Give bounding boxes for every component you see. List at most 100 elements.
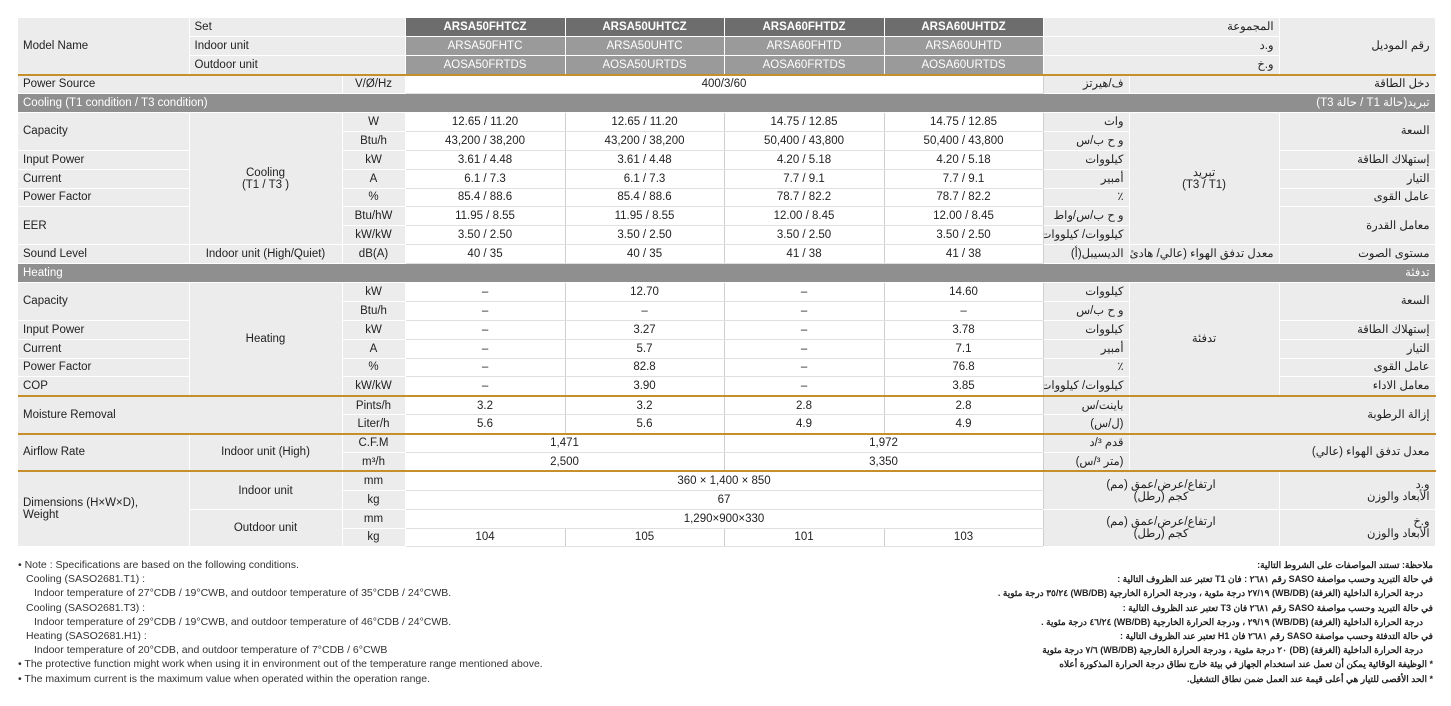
model-name-label: Model Name: [18, 18, 190, 76]
unit-btuh: Btu/h: [342, 301, 406, 321]
unit-w-ar: وات: [1043, 112, 1130, 132]
dim-outdoor-label: Outdoor unit: [189, 509, 343, 548]
cell: –: [724, 376, 885, 397]
cell: 14.75 / 12.85: [724, 112, 885, 132]
cooling-section-label-ar: تبريد(حالة T1 / حالة T3): [1316, 97, 1430, 109]
heating-power-factor-row: Power Factor % – 82.8 – 76.8 ٪ عامل القو…: [18, 358, 1436, 378]
heating-current-label: Current: [18, 339, 190, 359]
dim-indoor-kg-row: kg 67: [18, 490, 1435, 510]
dim-size-ar: ارتفاع/عرض/عمق (مم): [1106, 478, 1216, 491]
cell: 43,200 / 38,200: [565, 131, 725, 151]
note-line: Heating (SASO2681.H1) :: [26, 630, 147, 643]
cell: 3.27: [565, 320, 725, 340]
cell: 40 / 35: [565, 244, 725, 265]
outdoor-label-ar: و.خ: [1043, 55, 1280, 76]
cooling-power-factor-row: Power Factor % 85.4 / 88.6 85.4 / 88.6 7…: [18, 188, 1436, 208]
cell: 40 / 35: [405, 244, 566, 265]
cooling-input-power-label-ar: إستهلاك الطاقة: [1279, 150, 1436, 170]
sound-sub-label: Indoor unit (High/Quiet): [189, 244, 343, 265]
unit-mm: mm: [342, 509, 406, 529]
cooling-capacity-label-ar: السعة: [1279, 112, 1436, 151]
unit-kwkw: kW/kW: [342, 376, 406, 397]
moisture-pints-row: Moisture Removal Pints/h 3.2 3.2 2.8 2.8…: [18, 394, 1436, 435]
power-unit: V/Ø/Hz: [342, 73, 406, 95]
outdoor-model-4: AOSA60URTDS: [884, 55, 1044, 76]
sound-level-label: Sound Level: [18, 244, 190, 265]
cooling-capacity-label: Capacity: [18, 112, 190, 151]
unit-kw: kW: [342, 282, 406, 302]
heating-power-factor-label-ar: عامل القوى: [1279, 358, 1436, 378]
unit-kw-ar: كيلووات: [1043, 320, 1130, 340]
cooling-current-label-ar: التيار: [1279, 169, 1436, 189]
moisture-label: Moisture Removal: [18, 394, 343, 435]
unit-btuh-ar: و ح ب/س: [1043, 131, 1130, 151]
cell: 1,471: [405, 432, 725, 453]
sound-sub-label-ar: معدل تدفق الهواء (عالي/ هادئ): [1129, 244, 1280, 265]
cell: 3.61 / 4.48: [565, 150, 725, 170]
outdoor-unit-label: Outdoor unit: [189, 55, 406, 76]
notes-english: • Note : Specifications are based on the…: [18, 558, 543, 686]
cell: –: [405, 301, 566, 321]
cell: 12.65 / 11.20: [565, 112, 725, 132]
note-line-ar: في حالة التدفئة وحسب مواصفة SASO رقم ٢٦٨…: [1120, 631, 1433, 642]
airflow-label: Airflow Rate: [18, 432, 190, 472]
heating-group-label: Heating: [189, 282, 343, 397]
cell: 12.65 / 11.20: [405, 112, 566, 132]
eer-label: EER: [18, 206, 190, 246]
cell: 4.20 / 5.18: [884, 150, 1044, 170]
cell: 78.7 / 82.2: [884, 188, 1044, 208]
unit-btuh-ar: و ح ب/س: [1043, 301, 1130, 321]
cell: –: [405, 282, 566, 302]
cell: 101: [724, 528, 885, 548]
note-line-ar: ملاحظة: تستند المواصفات على الشروط التال…: [1257, 560, 1433, 570]
power-source-label-ar: دخل الطاقة: [1129, 73, 1436, 95]
heating-current-label-ar: التيار: [1279, 339, 1436, 359]
cell: –: [405, 358, 566, 378]
power-value: 400/3/60: [405, 73, 1044, 95]
unit-kw-ar: كيلووات: [1043, 150, 1130, 170]
dim-size-weight-ar-outdoor: ارتفاع/عرض/عمق (مم) كجم (رطل): [1043, 509, 1280, 548]
cooling-capacity-btu-row: Btu/h 43,200 / 38,200 43,200 / 38,200 50…: [18, 131, 1435, 151]
unit-cfm: C.F.M: [342, 432, 406, 453]
unit-liter-ar: (ل/س): [1043, 414, 1130, 435]
cell: 5.6: [405, 414, 566, 435]
cell: 14.75 / 12.85: [884, 112, 1044, 132]
cell: 43,200 / 38,200: [405, 131, 566, 151]
note-line-ar: في حالة التبريد وحسب مواصفة SASO رقم ٢٦٨…: [1122, 602, 1433, 613]
unit-pints-ar: باينت/س: [1043, 394, 1130, 416]
note-line: • Note : Specifications are based on the…: [18, 559, 299, 571]
cell: –: [724, 282, 885, 302]
note-line-ar: * الوظيفة الوقائية يمكن أن تعمل عند استخ…: [1059, 659, 1433, 670]
cell: –: [724, 358, 885, 378]
indoor-model-1: ARSA50FHTC: [405, 36, 566, 57]
dim-outdoor-ar-line2: الأبعاد والوزن: [1367, 528, 1430, 541]
unit-kg: kg: [342, 490, 406, 510]
unit-a: A: [342, 339, 406, 359]
cooling-group-line1: Cooling: [246, 166, 285, 179]
outdoor-model-3: AOSA60FRTDS: [724, 55, 885, 76]
unit-w: W: [342, 112, 406, 132]
unit-dba-ar: الديسيبل(أ): [1043, 244, 1130, 265]
cooling-eer-kw-row: kW/kW 3.50 / 2.50 3.50 / 2.50 3.50 / 2.5…: [18, 225, 1435, 246]
cell: 3.50 / 2.50: [565, 225, 725, 246]
dim-outdoor-mm-row: Outdoor unit mm 1,290×900×330 ارتفاع/عرض…: [18, 509, 1436, 548]
cell: 2,500: [405, 452, 725, 472]
power-source-label: Power Source: [18, 73, 343, 95]
unit-cfm-ar: قدم ³/د: [1043, 432, 1130, 453]
cell: 78.7 / 82.2: [724, 188, 885, 208]
unit-kwkw: kW/kW: [342, 225, 406, 246]
cell: 4.20 / 5.18: [724, 150, 885, 170]
heating-capacity-label-ar: السعة: [1279, 282, 1436, 321]
cooling-section-label: Cooling (T1 condition / T3 condition): [23, 97, 208, 109]
cell: 3.50 / 2.50: [405, 225, 566, 246]
model-outdoor-row: Outdoor unit AOSA50FRTDS AOSA50URTDS AOS…: [18, 55, 1435, 76]
dimensions-label: Dimensions (H×W×D), Weight: [18, 470, 190, 548]
cooling-group-label: Cooling (T1 / T3 ): [189, 112, 343, 246]
cell: 6.1 / 7.3: [405, 169, 566, 189]
heating-power-factor-label: Power Factor: [18, 358, 190, 378]
cooling-input-power-row: Input Power kW 3.61 / 4.48 3.61 / 4.48 4…: [18, 150, 1436, 170]
dim-weight-ar: كجم (رطل): [1133, 490, 1189, 503]
cell: –: [405, 320, 566, 340]
cell: 7.1: [884, 339, 1044, 359]
set-model-2: ARSA50UHTCZ: [565, 18, 725, 38]
